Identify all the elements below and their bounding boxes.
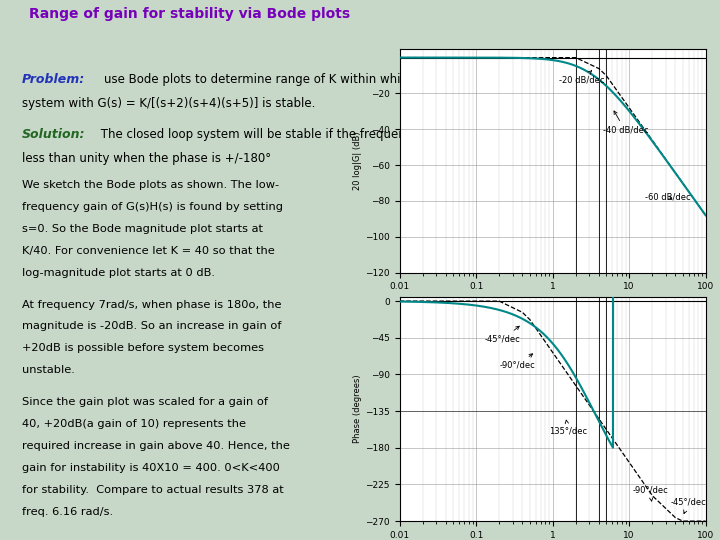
Text: Problem:: Problem: bbox=[22, 73, 85, 86]
Text: required increase in gain above 40. Hence, the: required increase in gain above 40. Henc… bbox=[22, 441, 289, 451]
Text: Since the gain plot was scaled for a gain of: Since the gain plot was scaled for a gai… bbox=[22, 397, 268, 407]
Text: -90°/dec: -90°/dec bbox=[632, 485, 668, 501]
Text: system with G(s) = K/[(s+2)(s+4)(s+5)] is stable.: system with G(s) = K/[(s+2)(s+4)(s+5)] i… bbox=[22, 97, 315, 110]
Text: gain for instability is 40X10 = 400. 0<K<400: gain for instability is 40X10 = 400. 0<K… bbox=[22, 463, 279, 472]
Y-axis label: Phase (degrees): Phase (degrees) bbox=[354, 375, 362, 443]
Text: for stability.  Compare to actual results 378 at: for stability. Compare to actual results… bbox=[22, 484, 284, 495]
Text: K/40. For convenience let K = 40 so that the: K/40. For convenience let K = 40 so that… bbox=[22, 246, 274, 256]
Text: freq. 6.16 rad/s.: freq. 6.16 rad/s. bbox=[22, 507, 113, 517]
Text: -40 dB/dec: -40 dB/dec bbox=[603, 111, 648, 135]
Y-axis label: 20 log|G| (dB): 20 log|G| (dB) bbox=[354, 131, 362, 190]
Text: less than unity when the phase is +/-180°: less than unity when the phase is +/-180… bbox=[22, 152, 271, 165]
Text: s=0. So the Bode magnitude plot starts at: s=0. So the Bode magnitude plot starts a… bbox=[22, 224, 263, 234]
Text: Range of gain for stability via Bode plots: Range of gain for stability via Bode plo… bbox=[29, 7, 350, 21]
Text: -90°/dec: -90°/dec bbox=[499, 354, 535, 370]
X-axis label: Frequency (rad/s): Frequency (rad/s) bbox=[513, 297, 593, 306]
Text: 135°/dec: 135°/dec bbox=[549, 420, 588, 435]
Text: -20 dB/dec: -20 dB/dec bbox=[559, 71, 604, 85]
Text: frequency gain of G(s)H(s) is found by setting: frequency gain of G(s)H(s) is found by s… bbox=[22, 202, 283, 212]
Text: Solution:: Solution: bbox=[22, 128, 85, 141]
Text: We sketch the Bode plots as shown. The low-: We sketch the Bode plots as shown. The l… bbox=[22, 180, 279, 190]
Text: At frequency 7rad/s, when phase is 180o, the: At frequency 7rad/s, when phase is 180o,… bbox=[22, 300, 281, 309]
Text: +20dB is possible before system becomes: +20dB is possible before system becomes bbox=[22, 343, 264, 353]
Text: unstable.: unstable. bbox=[22, 366, 74, 375]
Text: -60 dB/dec: -60 dB/dec bbox=[644, 192, 690, 201]
Text: log-magnitude plot starts at 0 dB.: log-magnitude plot starts at 0 dB. bbox=[22, 268, 215, 278]
Text: 40, +20dB(a gain of 10) represents the: 40, +20dB(a gain of 10) represents the bbox=[22, 419, 246, 429]
Text: magnitude is -20dB. So an increase in gain of: magnitude is -20dB. So an increase in ga… bbox=[22, 321, 281, 332]
Text: -45°/dec: -45°/dec bbox=[671, 498, 706, 514]
Text: use Bode plots to determine range of K within which the unity feed-back: use Bode plots to determine range of K w… bbox=[104, 73, 534, 86]
Text: -45°/dec: -45°/dec bbox=[485, 326, 521, 344]
Text: The closed loop system will be stable if the frequency response has a gain: The closed loop system will be stable if… bbox=[97, 128, 541, 141]
